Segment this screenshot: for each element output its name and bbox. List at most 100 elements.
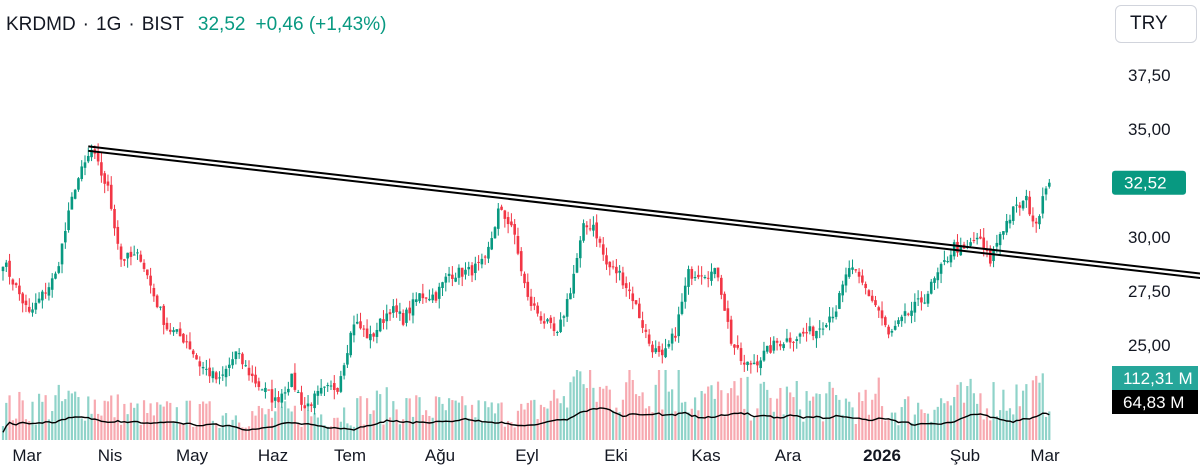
volume-bar — [261, 408, 264, 440]
candle-body — [372, 333, 375, 337]
candle-body — [1034, 221, 1038, 224]
candle-body — [395, 305, 398, 313]
candle-body — [654, 348, 658, 353]
volume-bar — [920, 409, 923, 440]
candle-body — [254, 374, 257, 384]
candle-body — [651, 344, 654, 353]
candle-body — [556, 331, 559, 333]
volume-bar — [343, 407, 346, 440]
candle-body — [205, 368, 208, 370]
candle-body — [464, 269, 467, 275]
volume-bar — [759, 383, 762, 440]
candle-body — [490, 238, 494, 250]
chart-header: KRDMD · 1G · BIST 32,52 +0,46 (+1,43%) — [6, 14, 386, 36]
candle-body — [487, 246, 490, 259]
candle-body — [605, 255, 608, 265]
volume-bar — [405, 398, 408, 440]
x-axis-tick-label: Kas — [691, 446, 720, 465]
candle-body — [57, 266, 61, 273]
volume-bar — [1008, 408, 1012, 440]
candle-body — [621, 272, 625, 286]
candle-body — [985, 249, 989, 251]
volume-bar — [24, 419, 28, 440]
volume-bar — [966, 386, 969, 440]
candle-body — [496, 208, 500, 229]
last-price-label: 32,52 — [197, 14, 246, 35]
candle-body — [900, 316, 904, 322]
volume-bar — [218, 428, 221, 440]
volume-bar — [510, 422, 513, 440]
volume-bar — [5, 402, 8, 440]
volume-bar — [877, 377, 880, 440]
candle-body — [943, 260, 946, 262]
volume-bar — [146, 412, 149, 440]
candle-body — [861, 275, 864, 283]
candle-body — [762, 350, 766, 361]
symbol-label[interactable]: KRDMD — [6, 14, 76, 35]
candle-body — [742, 362, 746, 365]
candle-body — [470, 265, 474, 276]
volume-bar — [1048, 411, 1051, 440]
candle-body — [139, 254, 143, 262]
candle-body — [811, 326, 815, 337]
currency-button[interactable]: TRY — [1115, 5, 1197, 43]
volume-bar — [890, 412, 893, 440]
candle-body — [936, 272, 940, 281]
candle-body — [214, 372, 218, 380]
volume-bar — [428, 415, 431, 440]
volume-bar — [480, 422, 483, 440]
volume-bar — [270, 417, 274, 440]
volume-bar — [700, 391, 703, 440]
volume-bar — [411, 416, 415, 440]
candle-body — [572, 273, 576, 294]
candle-body — [779, 343, 782, 347]
candle-body — [582, 223, 585, 241]
candle-body — [1025, 195, 1028, 201]
volume-bar — [8, 395, 11, 440]
volume-bar — [211, 420, 215, 440]
volume-bar — [798, 409, 802, 440]
volume-bar — [392, 401, 395, 440]
volume-bar — [782, 414, 785, 440]
candle-body — [352, 324, 356, 336]
candle-body — [946, 261, 949, 263]
interval-label[interactable]: 1G — [96, 14, 122, 35]
candle-body — [1044, 188, 1048, 195]
y-axis-tick-label: 35,00 — [1128, 120, 1171, 139]
volume-ma-label: 64,83 M — [1123, 393, 1184, 412]
candle-body — [782, 344, 785, 349]
candle-body — [847, 268, 851, 277]
volume-bar — [779, 387, 782, 440]
candle-body — [44, 292, 47, 294]
volume-bar — [559, 403, 562, 440]
volume-bar — [520, 403, 523, 440]
volume-bar — [1, 426, 5, 440]
candle-body — [687, 269, 690, 287]
volume-bar — [507, 420, 510, 440]
candle-body — [408, 307, 412, 314]
volume-bar — [654, 384, 657, 440]
candle-body — [588, 228, 592, 230]
candle-body — [149, 275, 152, 286]
candle-body — [1041, 196, 1045, 214]
volume-bar — [1025, 384, 1028, 440]
candle-body — [182, 333, 185, 343]
volume-bar — [795, 380, 798, 440]
volume-bar — [175, 407, 178, 440]
candle-body — [897, 320, 900, 325]
candle-body — [264, 387, 267, 393]
volume-bar — [529, 400, 533, 440]
candle-body — [428, 298, 431, 301]
candle-body — [608, 261, 612, 268]
candle-body — [64, 231, 67, 243]
y-axis-tick-label: 30,00 — [1128, 228, 1171, 247]
volume-bar — [661, 409, 664, 440]
candle-body — [342, 365, 346, 376]
candle-body — [451, 274, 454, 279]
volume-bar — [283, 401, 287, 440]
candle-body — [575, 258, 579, 273]
volume-bar — [349, 425, 352, 440]
candle-body — [884, 317, 887, 326]
candle-body — [526, 281, 530, 297]
